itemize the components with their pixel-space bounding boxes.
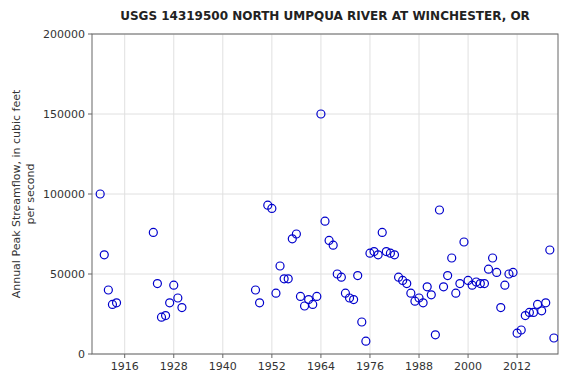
title: USGS 14319500 NORTH UMPQUA RIVER AT WINC… [120,9,530,23]
point [350,296,358,304]
point [448,254,456,262]
grid-line [92,194,558,195]
tick-label: 0 [78,348,85,361]
tick-label: 2000 [454,360,482,373]
point [485,265,493,273]
point [456,280,464,288]
point [256,299,264,307]
tick-mark [419,354,420,358]
point [329,241,337,249]
point [538,307,546,315]
tick-mark [222,354,223,358]
point [509,268,517,276]
tick-mark [468,354,469,358]
point [268,204,276,212]
tick-mark [124,354,125,358]
point [452,289,460,297]
tick-mark [88,34,92,35]
plot-frame [92,34,558,354]
tick-label: 1952 [258,360,286,373]
point [276,262,284,270]
tick-mark [88,114,92,115]
point [550,334,558,342]
point [309,300,317,308]
point [529,308,537,316]
point [427,291,435,299]
point [100,251,108,259]
point [480,280,488,288]
tick-label: 1964 [307,360,335,373]
grid [92,34,558,354]
point [440,283,448,291]
point [337,273,345,281]
point [153,280,161,288]
point [493,268,501,276]
axis-label: Annual Peak Streamflow, in cubic feetper… [10,89,37,298]
point [162,312,170,320]
point [517,326,525,334]
point [546,246,554,254]
point [403,280,411,288]
tick-label: 200000 [43,28,85,41]
point [460,238,468,246]
point [444,272,452,280]
point [113,299,121,307]
point [358,318,366,326]
tick-label: 1988 [405,360,433,373]
point [170,281,178,289]
point [96,190,104,198]
tick-label: 100000 [43,188,85,201]
axes: 1916 1928 1940 1952 1964 1976 1988 2000 2012 0 500… [43,28,558,373]
tick-label: 50000 [50,268,85,281]
tick-label: 1916 [111,360,139,373]
point [272,289,280,297]
point [497,304,505,312]
point [423,283,431,291]
tick-mark [320,354,321,358]
tick-label: 1940 [209,360,237,373]
tick-mark [271,354,272,358]
point [317,110,325,118]
point [501,281,509,289]
point [292,230,300,238]
chart: 1916 1928 1940 1952 1964 1976 1988 2000 2012 0 500… [0,0,576,384]
point [419,299,427,307]
tick-mark [88,274,92,275]
tick-mark [173,354,174,358]
point [354,272,362,280]
point [284,275,292,283]
point [378,228,386,236]
point [542,299,550,307]
tick-mark [88,194,92,195]
point [174,294,182,302]
point [296,292,304,300]
background [0,0,576,384]
point [435,206,443,214]
point [166,299,174,307]
tick-label: 1976 [356,360,384,373]
point [489,254,497,262]
point [407,289,415,297]
point [390,251,398,259]
tick-mark [517,354,518,358]
point [252,286,260,294]
point [362,337,370,345]
point [104,286,112,294]
point [149,228,157,236]
points [96,110,558,345]
tick-label: 150000 [43,108,85,121]
tick-mark [369,354,370,358]
tick-mark [88,354,92,355]
point [321,217,329,225]
tick-label: 2012 [503,360,531,373]
point [374,251,382,259]
point [431,331,439,339]
point [313,292,321,300]
point [178,304,186,312]
tick-label: 1928 [160,360,188,373]
